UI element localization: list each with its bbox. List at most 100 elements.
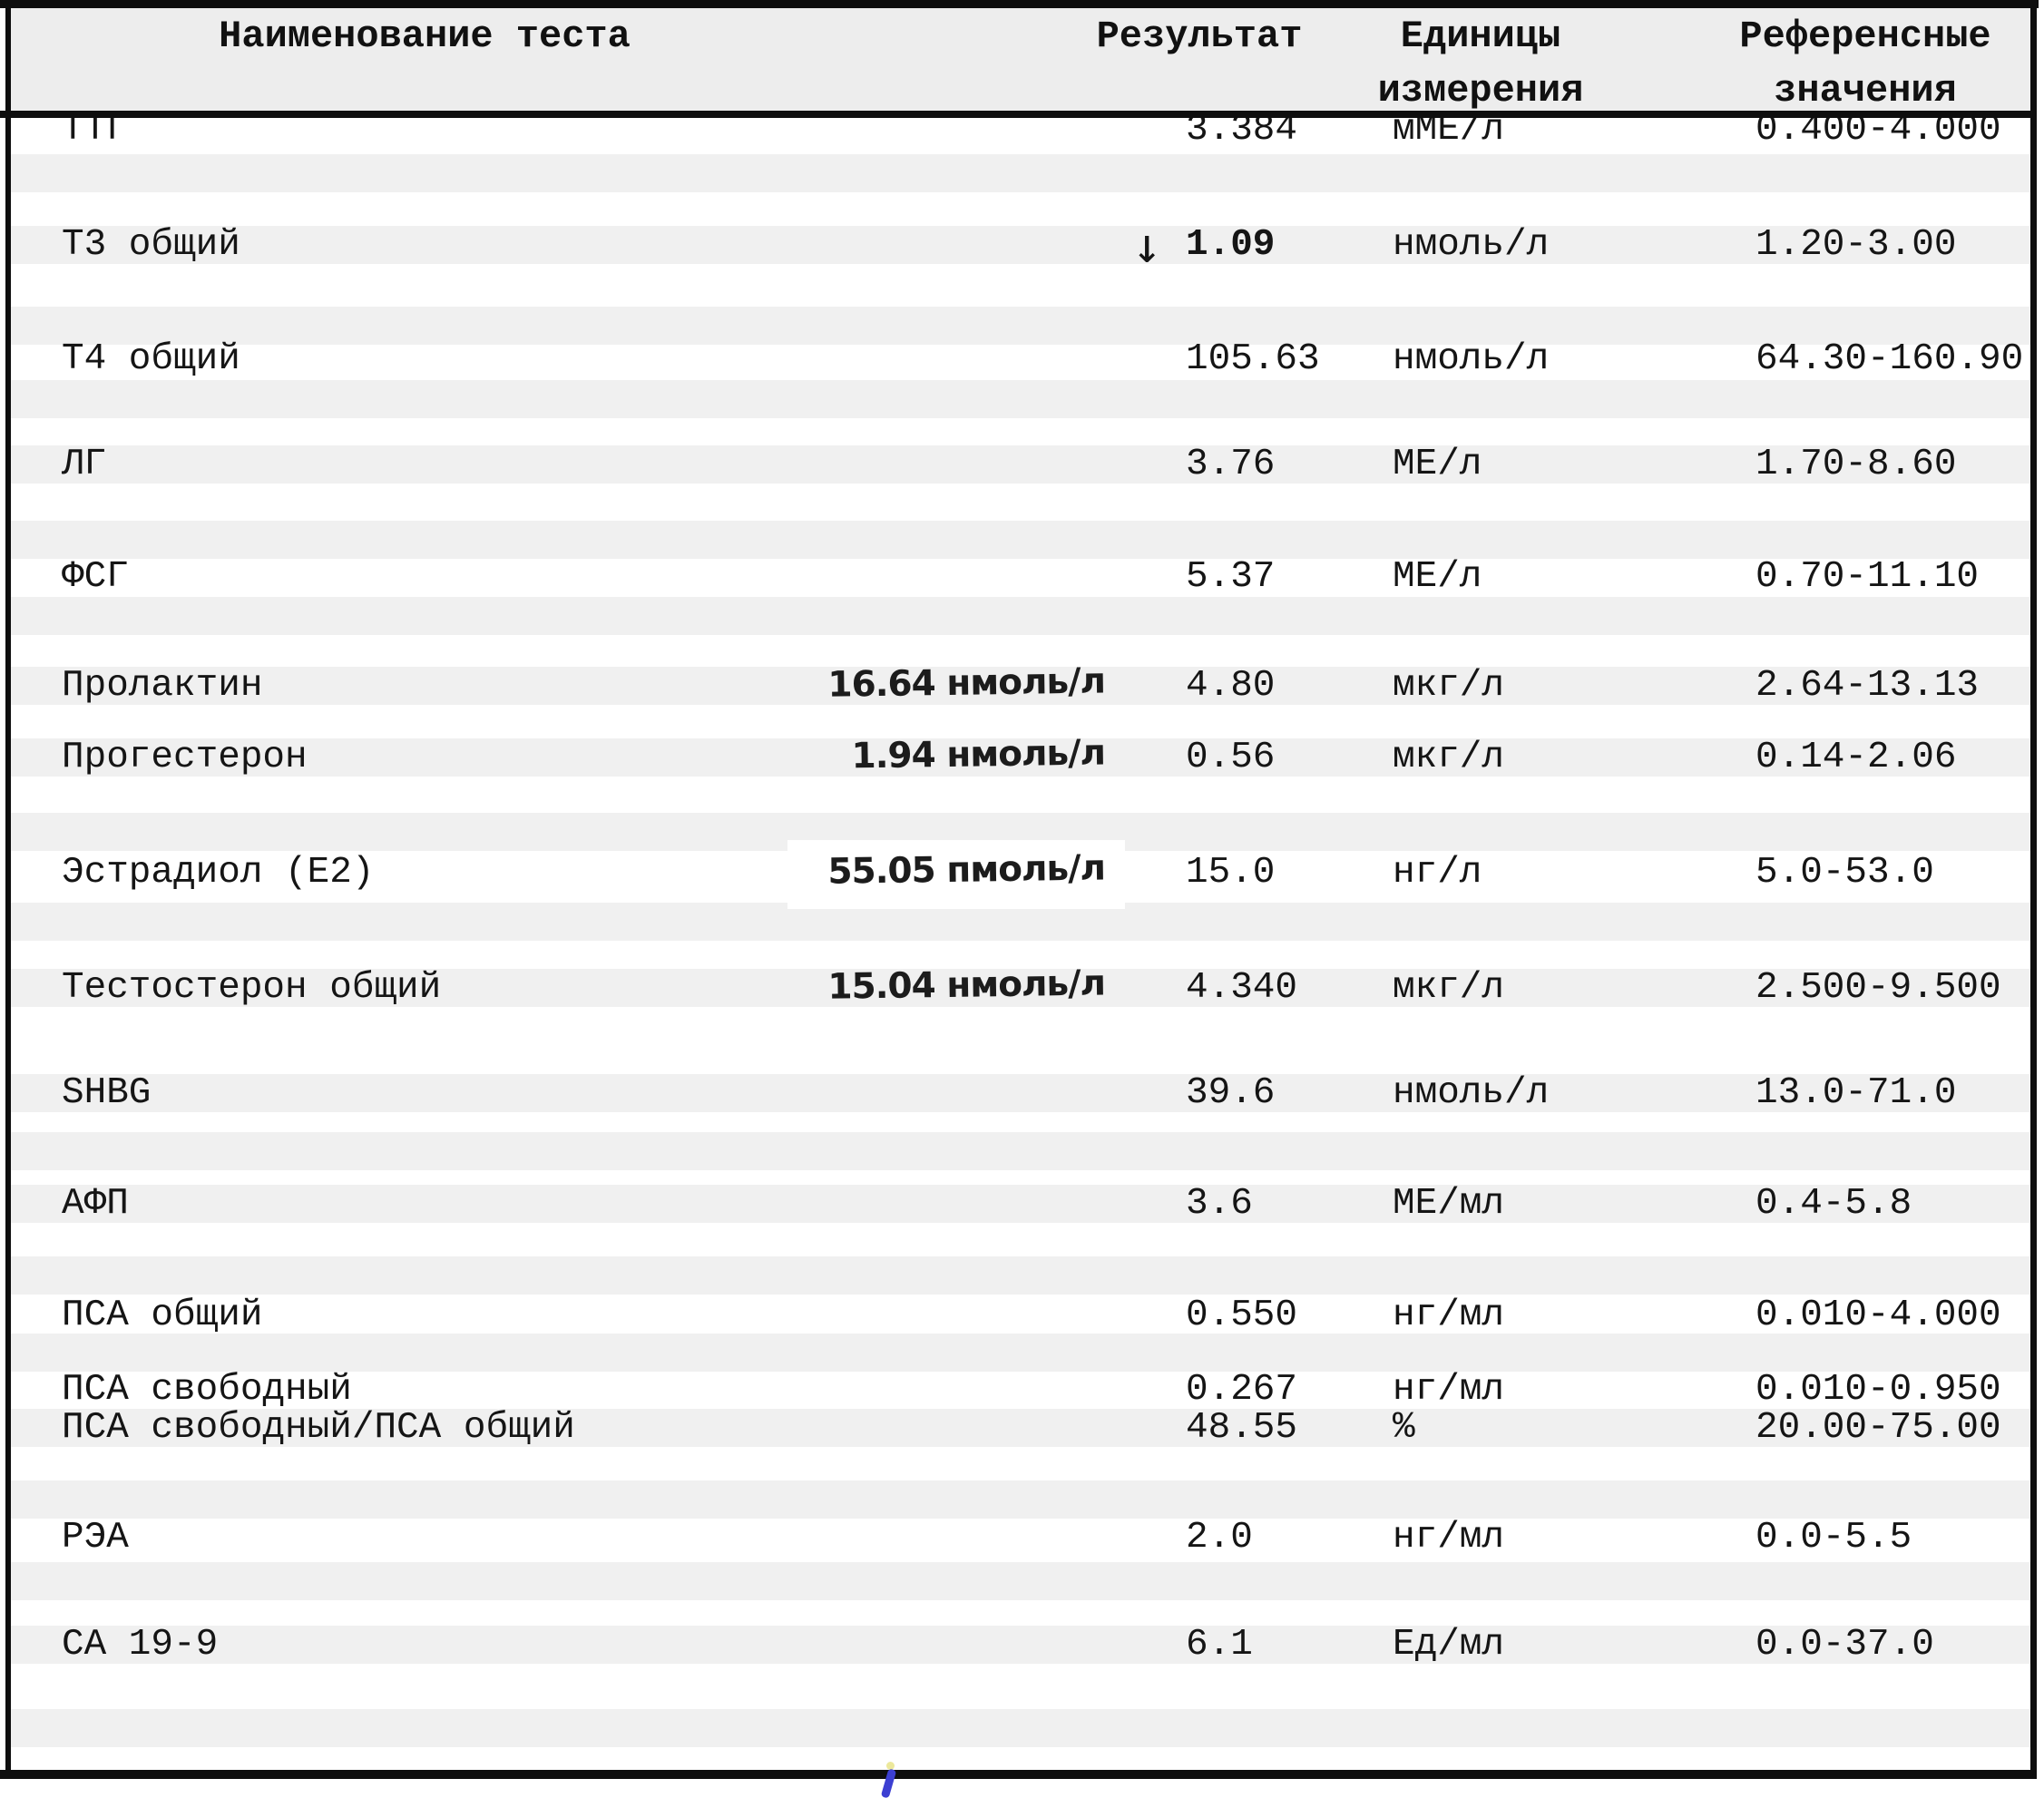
table-border-bottom (0, 1770, 2037, 1779)
reference-cell: 1.20-3.00 (1755, 224, 1957, 266)
row-stripe (11, 1409, 2030, 1447)
table-row: Прогестерон 1.94 нмоль/л 0.56 мкг/л 0.14… (0, 733, 2044, 778)
row-stripe (11, 521, 2030, 559)
column-header-test-name: Наименование теста (219, 15, 631, 58)
units-cell: нмоль/л (1393, 224, 1550, 266)
test-name-cell: СА 19-9 (62, 1624, 219, 1666)
test-name-cell: Пролактин (62, 665, 263, 707)
reference-cell: 13.0-71.0 (1755, 1072, 1957, 1114)
row-stripe (11, 597, 2030, 635)
result-cell: 6.1 (1186, 1624, 1253, 1666)
table-border-top (0, 0, 2039, 8)
test-name-cell: ФСГ (62, 556, 129, 598)
test-name-cell: Прогестерон (62, 737, 308, 778)
table-row: Пролактин 16.64 нмоль/л 4.80 мкг/л 2.64-… (0, 661, 2044, 707)
result-cell: 3.6 (1186, 1183, 1253, 1225)
result-cell: 39.6 (1186, 1072, 1276, 1114)
test-name-cell: ПСА свободный/ПСА общий (62, 1407, 575, 1449)
result-cell: 15.0 (1186, 852, 1276, 894)
result-cell: 4.80 (1186, 665, 1276, 707)
table-row: Т3 общий ↓ 1.09 нмоль/л 1.20-3.00 (0, 221, 2044, 270)
test-name-cell: Эстрадиол (Е2) (62, 852, 375, 894)
row-stripe (11, 445, 2030, 484)
reference-cell: 20.00-75.00 (1755, 1407, 2001, 1449)
column-header-reference-line1: Референсные (1739, 15, 1991, 58)
test-name-cell: Т3 общий (62, 224, 240, 266)
whiteout-correction-box (787, 840, 1125, 909)
reference-cell: 0.010-4.000 (1755, 1295, 2001, 1336)
units-cell: МЕ/л (1393, 444, 1482, 485)
table-row: ПСА свободный 0.267 нг/мл 0.010-0.950 (0, 1371, 2044, 1409)
row-stripe (11, 1334, 2030, 1372)
row-stripe (11, 1626, 2030, 1664)
row-stripe (11, 1480, 2030, 1519)
reference-cell: 5.0-53.0 (1755, 852, 1934, 894)
reference-cell: 2.64-13.13 (1755, 665, 1980, 707)
reference-cell: 0.14-2.06 (1755, 737, 1957, 778)
table-row: ФСГ 5.37 МЕ/л 0.70-11.10 (0, 558, 2044, 596)
handwritten-annotation: 15.04 нмоль/л (827, 963, 1106, 1008)
row-stripe (11, 667, 2030, 705)
table-row: Эстрадиол (Е2) 55.05 пмоль/л 15.0 нг/л 5… (0, 848, 2044, 894)
reference-cell: 2.500-9.500 (1755, 967, 2001, 1009)
result-cell: 0.267 (1186, 1369, 1298, 1411)
units-cell: мкг/л (1393, 737, 1505, 778)
units-cell: нмоль/л (1393, 338, 1550, 380)
column-header-result: Результат (1096, 15, 1303, 58)
result-cell: 48.55 (1186, 1407, 1298, 1449)
reference-cell: 0.010-0.950 (1755, 1369, 2001, 1411)
units-cell: нг/мл (1393, 1517, 1505, 1559)
result-cell: 3.76 (1186, 444, 1276, 485)
table-row: Т4 общий 105.63 нмоль/л 64.30-160.90 (0, 340, 2044, 378)
units-cell: нмоль/л (1393, 1072, 1550, 1114)
reference-cell: 0.70-11.10 (1755, 556, 1980, 598)
test-name-cell: Тестостерон общий (62, 967, 442, 1009)
table-row: Тестостерон общий 15.04 нмоль/л 4.340 мк… (0, 963, 2044, 1009)
reference-cell: 64.30-160.90 (1755, 338, 2024, 380)
column-header-reference-line2: значения (1774, 69, 1957, 112)
test-name-cell: SHBG (62, 1072, 152, 1114)
table-row: СА 19-9 6.1 Ед/мл 0.0-37.0 (0, 1626, 2044, 1664)
row-stripe (11, 1185, 2030, 1223)
column-header-units-line2: измерения (1377, 69, 1584, 112)
row-stripe (11, 307, 2030, 345)
table-row: SHBG 39.6 нмоль/л 13.0-71.0 (0, 1074, 2044, 1112)
row-stripe (11, 969, 2030, 1007)
pen-ink-dot (886, 1762, 895, 1770)
handwritten-annotation: 55.05 пмоль/л (827, 847, 1106, 893)
table-border-right (2030, 0, 2037, 1777)
row-stripe (11, 1709, 2030, 1747)
test-name-cell: ЛГ (62, 444, 107, 485)
table-row: ЛГ 3.76 МЕ/л 1.70-8.60 (0, 445, 2044, 484)
units-cell: мкг/л (1393, 967, 1505, 1009)
table-border-left (5, 0, 11, 1777)
row-stripe (11, 226, 2030, 264)
row-stripe (11, 380, 2030, 418)
units-cell: нг/л (1393, 852, 1482, 894)
units-cell: МЕ/мл (1393, 1183, 1505, 1225)
row-stripe (11, 1562, 2030, 1600)
handwritten-annotation: 16.64 нмоль/л (827, 660, 1106, 706)
result-cell: 4.340 (1186, 967, 1298, 1009)
table-row: ПСА общий 0.550 нг/мл 0.010-4.000 (0, 1296, 2044, 1334)
test-name-cell: ПСА свободный (62, 1369, 352, 1411)
table-row: РЭА 2.0 нг/мл 0.0-5.5 (0, 1519, 2044, 1557)
units-cell: нг/мл (1393, 1295, 1505, 1336)
result-cell: 2.0 (1186, 1517, 1253, 1559)
table-row: ПСА свободный/ПСА общий 48.55 % 20.00-75… (0, 1409, 2044, 1447)
result-cell: 1.09 (1186, 224, 1276, 266)
result-cell: 0.550 (1186, 1295, 1298, 1336)
row-stripe (11, 154, 2030, 192)
units-cell: мкг/л (1393, 665, 1505, 707)
column-header-units-line1: Единицы (1400, 15, 1561, 58)
pen-ink-stroke (880, 1768, 897, 1798)
test-name-cell: РЭА (62, 1517, 129, 1559)
result-cell: 0.56 (1186, 737, 1276, 778)
pen-stroke-mark (873, 1758, 913, 1798)
units-cell: Ед/мл (1393, 1624, 1505, 1666)
table-row: АФП 3.6 МЕ/мл 0.4-5.8 (0, 1185, 2044, 1223)
result-cell: 105.63 (1186, 338, 1320, 380)
reference-cell: 0.0-5.5 (1755, 1517, 1912, 1559)
test-name-cell: ПСА общий (62, 1295, 263, 1336)
